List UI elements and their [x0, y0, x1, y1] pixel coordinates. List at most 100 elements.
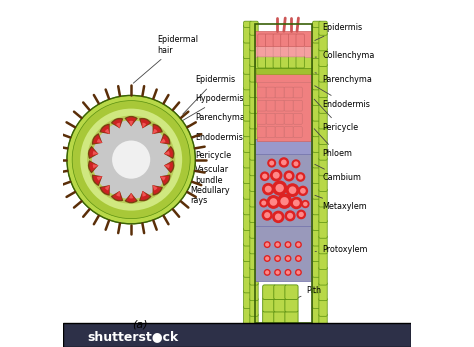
Wedge shape — [164, 148, 173, 157]
FancyBboxPatch shape — [313, 181, 321, 199]
FancyBboxPatch shape — [273, 46, 282, 57]
FancyBboxPatch shape — [274, 297, 287, 312]
Circle shape — [154, 131, 156, 134]
Circle shape — [165, 165, 168, 168]
Circle shape — [72, 101, 190, 219]
Wedge shape — [97, 176, 102, 181]
FancyBboxPatch shape — [319, 173, 327, 192]
FancyBboxPatch shape — [281, 56, 289, 68]
Wedge shape — [164, 162, 173, 171]
FancyBboxPatch shape — [275, 127, 284, 137]
FancyBboxPatch shape — [250, 189, 258, 207]
Circle shape — [259, 198, 268, 208]
FancyBboxPatch shape — [313, 103, 321, 121]
Wedge shape — [105, 129, 110, 134]
Wedge shape — [126, 117, 136, 126]
Circle shape — [274, 269, 281, 276]
Circle shape — [298, 186, 308, 196]
FancyBboxPatch shape — [319, 298, 327, 316]
FancyBboxPatch shape — [296, 34, 304, 46]
Wedge shape — [160, 133, 171, 145]
Polygon shape — [256, 73, 311, 82]
Polygon shape — [255, 31, 312, 46]
Text: Collenchyma: Collenchyma — [315, 51, 374, 60]
FancyBboxPatch shape — [244, 118, 252, 137]
Wedge shape — [116, 123, 120, 128]
Wedge shape — [97, 138, 102, 143]
FancyBboxPatch shape — [313, 274, 321, 293]
Wedge shape — [105, 129, 110, 134]
FancyBboxPatch shape — [319, 314, 327, 324]
FancyBboxPatch shape — [284, 100, 293, 111]
Circle shape — [296, 256, 301, 261]
FancyBboxPatch shape — [313, 71, 321, 90]
Circle shape — [129, 122, 132, 125]
Wedge shape — [116, 123, 120, 128]
Circle shape — [283, 170, 295, 181]
Wedge shape — [111, 191, 123, 201]
Wedge shape — [100, 124, 110, 134]
FancyBboxPatch shape — [258, 56, 266, 68]
Wedge shape — [112, 191, 122, 200]
Wedge shape — [93, 164, 99, 168]
FancyBboxPatch shape — [250, 298, 258, 316]
FancyBboxPatch shape — [244, 150, 252, 168]
Wedge shape — [139, 191, 152, 201]
FancyBboxPatch shape — [64, 323, 410, 347]
FancyBboxPatch shape — [319, 282, 327, 301]
Circle shape — [286, 243, 290, 247]
Circle shape — [301, 200, 310, 208]
Wedge shape — [164, 148, 173, 157]
Wedge shape — [160, 176, 165, 181]
FancyBboxPatch shape — [244, 306, 252, 324]
Wedge shape — [153, 185, 161, 194]
FancyBboxPatch shape — [263, 285, 276, 299]
FancyBboxPatch shape — [319, 21, 327, 35]
Wedge shape — [129, 193, 133, 198]
Text: Endodermis: Endodermis — [315, 86, 370, 109]
Wedge shape — [129, 121, 133, 126]
Circle shape — [280, 197, 289, 205]
FancyBboxPatch shape — [313, 40, 321, 59]
Circle shape — [143, 124, 146, 127]
FancyBboxPatch shape — [250, 142, 258, 160]
Text: Hypodermis: Hypodermis — [181, 94, 244, 122]
Circle shape — [94, 151, 97, 154]
Wedge shape — [97, 138, 102, 143]
FancyBboxPatch shape — [250, 95, 258, 113]
Circle shape — [112, 141, 150, 179]
Circle shape — [287, 213, 293, 219]
Circle shape — [273, 172, 280, 179]
FancyBboxPatch shape — [250, 126, 258, 145]
FancyBboxPatch shape — [313, 21, 321, 27]
Wedge shape — [139, 191, 152, 201]
FancyBboxPatch shape — [293, 100, 302, 111]
FancyBboxPatch shape — [244, 181, 252, 199]
Circle shape — [106, 131, 109, 134]
FancyBboxPatch shape — [266, 113, 275, 124]
FancyBboxPatch shape — [319, 95, 327, 113]
Wedge shape — [125, 193, 138, 203]
Circle shape — [99, 139, 101, 142]
Wedge shape — [139, 118, 152, 128]
Circle shape — [277, 194, 292, 209]
Wedge shape — [140, 119, 150, 128]
FancyBboxPatch shape — [313, 150, 321, 168]
Circle shape — [117, 192, 119, 195]
Wedge shape — [160, 175, 171, 186]
Wedge shape — [153, 129, 157, 134]
Wedge shape — [164, 151, 170, 155]
Circle shape — [265, 186, 272, 193]
Circle shape — [94, 152, 97, 155]
FancyBboxPatch shape — [313, 290, 321, 308]
Wedge shape — [89, 162, 99, 171]
FancyBboxPatch shape — [244, 290, 252, 308]
Wedge shape — [93, 176, 102, 184]
Wedge shape — [93, 135, 102, 143]
FancyBboxPatch shape — [319, 204, 327, 223]
FancyBboxPatch shape — [265, 56, 274, 68]
Wedge shape — [125, 193, 138, 203]
FancyBboxPatch shape — [266, 100, 275, 111]
Wedge shape — [153, 124, 163, 134]
Circle shape — [296, 210, 306, 219]
